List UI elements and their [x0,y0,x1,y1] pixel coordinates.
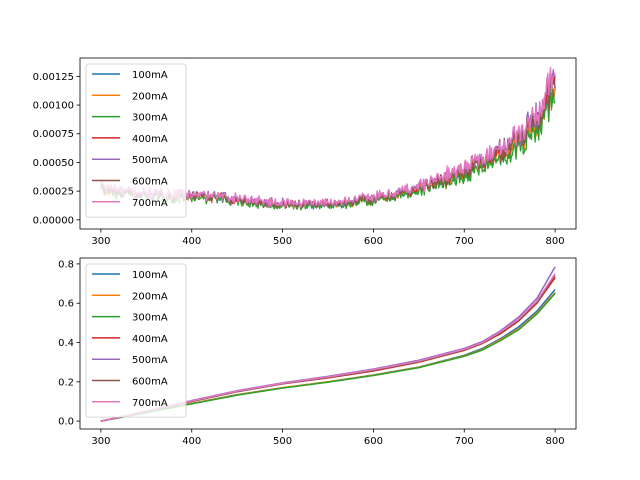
x-tick-label: 500 [273,436,292,447]
axes-frame [79,257,577,430]
x-tick-label: 500 [273,236,292,247]
y-tick-label: 0.00100 [33,101,74,112]
legend-label-700mA: 700mA [132,398,168,409]
legend-label-400mA: 400mA [132,334,168,345]
y-tick-label: 0.0 [58,417,74,428]
legend: 100mA 200mA 300mA 400mA 500mA 600mA 700mA [85,63,187,218]
legend-label-100mA: 100mA [132,270,168,281]
legend-box [85,63,187,218]
x-tick-label: 600 [364,236,383,247]
legend-label-600mA: 600mA [132,177,168,188]
legend-label-700mA: 700mA [132,198,168,209]
x-tick-label: 300 [91,436,110,447]
x-tick-label: 600 [364,436,383,447]
legend: 100mA 200mA 300mA 400mA 500mA 600mA 700mA [85,263,187,418]
x-tick-label: 700 [455,236,474,247]
legend-label-100mA: 100mA [132,70,168,81]
y-tick-label: 0.2 [58,377,74,388]
legend-label-500mA: 500mA [132,155,168,166]
y-tick-label: 0.00000 [33,215,74,226]
y-tick-label: 0.4 [58,338,74,349]
y-tick-label: 0.6 [58,299,74,310]
y-tick-label: 0.00025 [33,187,74,198]
x-tick-label: 800 [546,236,565,247]
y-tick-label: 0.00050 [33,158,74,169]
bottom-chart: 300 400 500 600 700 800 0.0 0.2 0.4 0.6 0.8 100mA 20… [58,257,577,447]
x-tick-label: 400 [182,436,201,447]
legend-label-200mA: 200mA [132,291,168,302]
legend-label-300mA: 300mA [132,313,168,324]
y-tick-label: 0.8 [58,259,74,270]
legend-label-400mA: 400mA [132,134,168,145]
axes-frame [79,57,577,230]
legend-label-300mA: 300mA [132,113,168,124]
x-tick-label: 800 [546,436,565,447]
legend-box [85,263,187,418]
x-tick-label: 400 [182,236,201,247]
y-tick-label: 0.00075 [33,129,74,140]
y-tick-label: 0.00125 [33,72,74,83]
x-tick-label: 700 [455,436,474,447]
legend-label-600mA: 600mA [132,377,168,388]
legend-label-500mA: 500mA [132,355,168,366]
top-chart: 300 400 500 600 700 800 0.00000 0.00025 0.00050 0… [33,57,577,247]
x-tick-label: 300 [91,236,110,247]
legend-label-200mA: 200mA [132,91,168,102]
